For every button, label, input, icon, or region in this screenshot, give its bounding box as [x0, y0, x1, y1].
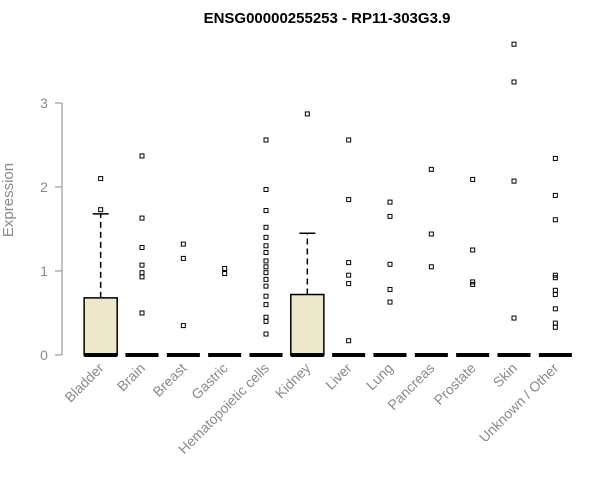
outlier-point	[98, 176, 104, 182]
x-tick-label: Brain	[114, 360, 148, 394]
outlier-point	[346, 137, 352, 143]
y-tick-label: 2	[40, 179, 48, 195]
outlier-point	[552, 306, 558, 312]
chart-title: ENSG00000255253 - RP11-303G3.9	[204, 10, 451, 27]
outlier-point	[263, 234, 269, 240]
outlier-point	[428, 166, 434, 172]
box	[290, 293, 325, 356]
x-tick-label: Prostate	[431, 360, 479, 408]
box-group	[538, 155, 572, 357]
outlier-point	[552, 192, 558, 198]
y-tick-label: 1	[40, 263, 48, 279]
outlier-point	[552, 324, 558, 330]
box-group	[456, 176, 490, 357]
outlier-point	[346, 281, 352, 287]
y-tick-label: 3	[40, 95, 48, 111]
outlier-point	[511, 315, 517, 321]
outlier-point	[263, 224, 269, 230]
y-axis-label: Expression	[0, 163, 17, 237]
outlier-point	[387, 213, 393, 219]
outlier-point	[139, 270, 145, 276]
outlier-point	[263, 293, 269, 299]
outlier-point	[139, 215, 145, 221]
x-tick-label: Skin	[490, 360, 521, 391]
box-group	[414, 166, 448, 357]
outlier-point	[552, 217, 558, 223]
box-group	[290, 111, 325, 357]
box	[83, 297, 118, 356]
outlier-point	[263, 243, 269, 249]
box-series	[83, 41, 572, 357]
outlier-point	[180, 323, 186, 329]
x-tick-label: Kidney	[272, 360, 314, 402]
outlier-point	[139, 244, 145, 250]
outlier-point	[139, 274, 145, 280]
outlier-point	[222, 265, 228, 271]
outlier-point	[470, 247, 476, 253]
box-group	[208, 265, 242, 357]
outlier-point	[346, 197, 352, 203]
outlier-point	[387, 199, 393, 205]
x-tick-label: Breast	[150, 360, 190, 400]
outlier-point	[263, 187, 269, 193]
outlier-point	[428, 231, 434, 237]
outlier-point	[263, 331, 269, 337]
outlier-point	[387, 261, 393, 267]
box-group	[166, 241, 200, 357]
outlier-point	[180, 241, 186, 247]
outlier-point	[552, 320, 558, 326]
outlier-point	[139, 153, 145, 159]
outlier-point	[470, 279, 476, 285]
outlier-point	[552, 272, 558, 278]
outlier-point	[552, 275, 558, 281]
outlier-point	[263, 276, 269, 282]
outlier-point	[470, 176, 476, 182]
outlier-point	[263, 208, 269, 214]
outlier-point	[552, 292, 558, 298]
outlier-point	[470, 281, 476, 287]
outlier-point	[511, 41, 517, 47]
box-group	[497, 41, 531, 357]
outlier-point	[222, 271, 228, 277]
outlier-point	[263, 270, 269, 276]
outlier-point	[263, 318, 269, 324]
outlier-point	[263, 283, 269, 289]
outlier-point	[263, 314, 269, 320]
outlier-point	[263, 137, 269, 143]
box-group	[373, 199, 407, 357]
outlier-point	[346, 338, 352, 344]
outlier-point	[98, 207, 104, 213]
box-group	[83, 176, 118, 357]
outlier-point	[180, 255, 186, 261]
outlier-point	[263, 250, 269, 256]
outlier-point	[263, 258, 269, 264]
outlier-point	[428, 264, 434, 270]
y-tick-label: 0	[40, 347, 48, 363]
x-tick-label: Bladder	[61, 360, 107, 406]
outlier-point	[552, 287, 558, 293]
outlier-point	[387, 286, 393, 292]
x-tick-label: Liver	[322, 360, 355, 393]
outlier-point	[304, 111, 310, 117]
outlier-point	[511, 178, 517, 184]
box-group	[249, 137, 283, 357]
outlier-point	[263, 264, 269, 270]
box-group	[125, 153, 159, 357]
outlier-point	[263, 302, 269, 308]
box-group	[332, 137, 366, 357]
x-tick-label: Lung	[363, 360, 396, 393]
y-axis: 0 1 2 3	[40, 95, 63, 363]
outlier-point	[139, 262, 145, 268]
outlier-point	[139, 310, 145, 316]
outlier-point	[346, 260, 352, 266]
outlier-point	[511, 79, 517, 85]
outlier-point	[346, 272, 352, 278]
outlier-point	[552, 155, 558, 161]
outlier-point	[387, 299, 393, 305]
